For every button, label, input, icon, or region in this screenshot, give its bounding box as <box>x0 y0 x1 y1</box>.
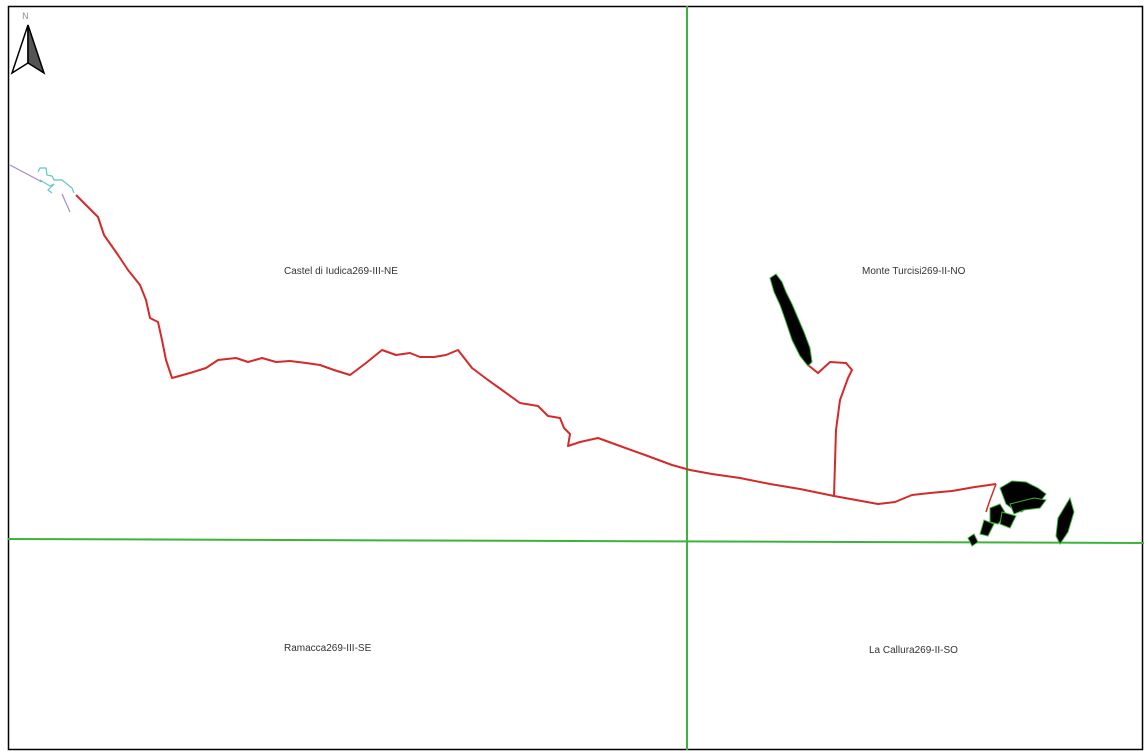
sheet-grid-horizontal <box>7 538 1144 544</box>
map-border <box>7 5 1144 751</box>
sheet-label-la-callura: La Callura269-II-SO <box>869 645 958 656</box>
sheet-label-monte-turcisi: Monte Turcisi269-II-NO <box>862 266 966 277</box>
sheet-label-ramacca: Ramacca269-III-SE <box>284 643 372 654</box>
substation-connector <box>9 164 75 213</box>
cable-route <box>75 194 997 505</box>
sheet-label-castel-di-iudica: Castel di Iudica269-III-NE <box>284 266 398 277</box>
north-arrow-letter: N <box>22 12 29 22</box>
pv-parcel-north <box>769 273 813 367</box>
pv-parcels-east <box>967 480 1075 547</box>
cable-branch <box>807 360 854 497</box>
cable-branch-east <box>985 483 997 513</box>
north-arrow-icon <box>10 24 46 75</box>
